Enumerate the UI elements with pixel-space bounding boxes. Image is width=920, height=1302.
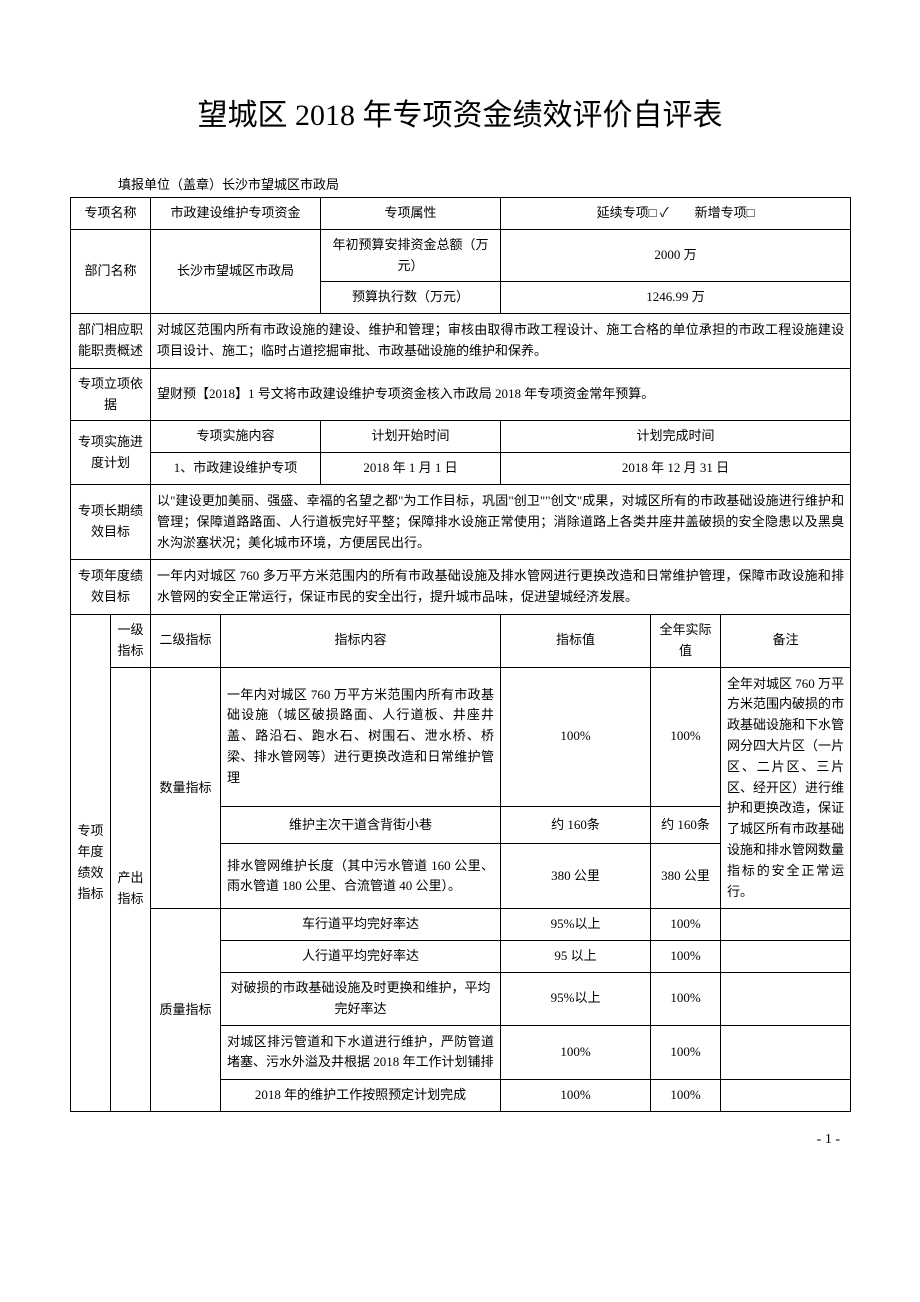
basis-value: 望财预【2018】1 号文将市政建设维护专项资金核入市政局 2018 年专项资金… — [151, 368, 851, 421]
qty-remark: 全年对城区 760 万平方米范围内破损的市政基础设施和下水管网分四大片区（一片区… — [721, 667, 851, 909]
plan-label: 专项实施进度计划 — [71, 421, 151, 485]
content-label: 指标内容 — [221, 614, 501, 667]
qty-row-target: 380 公里 — [501, 844, 651, 909]
quality-row-content: 车行道平均完好率达 — [221, 909, 501, 941]
remark-label: 备注 — [721, 614, 851, 667]
duty-value: 对城区范围内所有市政设施的建设、维护和管理；审核由取得市政工程设计、施工合格的单… — [151, 314, 851, 369]
project-name-label: 专项名称 — [71, 198, 151, 230]
target-label: 指标值 — [501, 614, 651, 667]
duty-label: 部门相应职能职责概述 — [71, 314, 151, 369]
quality-row-target: 95%以上 — [501, 972, 651, 1025]
indicator-main-label: 专项年度绩效指标 — [71, 614, 111, 1111]
quality-row-remark — [721, 972, 851, 1025]
basis-label: 专项立项依据 — [71, 368, 151, 421]
actual-label: 全年实际值 — [651, 614, 721, 667]
qty-row-content: 排水管网维护长度（其中污水管道 160 公里、雨水管道 180 公里、合流管道 … — [221, 844, 501, 909]
qty-label: 数量指标 — [151, 667, 221, 909]
qty-row-actual: 约 160条 — [651, 806, 721, 844]
evaluation-table: 专项名称 市政建设维护专项资金 专项属性 延续专项□ ✓ 新增专项□ 部门名称 … — [70, 197, 851, 1112]
quality-row-content: 对破损的市政基础设施及时更换和维护，平均完好率达 — [221, 972, 501, 1025]
quality-label: 质量指标 — [151, 909, 221, 1112]
qty-row-target: 100% — [501, 667, 651, 806]
qty-row-actual: 100% — [651, 667, 721, 806]
quality-row-target: 95%以上 — [501, 909, 651, 941]
level1-label: 一级指标 — [111, 614, 151, 667]
quality-row-remark — [721, 1025, 851, 1080]
plan-r1c2: 2018 年 1 月 1 日 — [321, 453, 501, 485]
quality-row-content: 2018 年的维护工作按照预定计划完成 — [221, 1080, 501, 1112]
project-name-value: 市政建设维护专项资金 — [151, 198, 321, 230]
plan-col3: 计划完成时间 — [501, 421, 851, 453]
plan-r1c3: 2018 年 12 月 31 日 — [501, 453, 851, 485]
quality-row-content: 人行道平均完好率达 — [221, 941, 501, 973]
qty-row-content: 维护主次干道含背街小巷 — [221, 806, 501, 844]
quality-row-actual: 100% — [651, 1080, 721, 1112]
quality-row-remark — [721, 909, 851, 941]
project-attr-label: 专项属性 — [321, 198, 501, 230]
annual-label: 专项年度绩效目标 — [71, 560, 151, 615]
qty-row-target: 约 160条 — [501, 806, 651, 844]
plan-col2: 计划开始时间 — [321, 421, 501, 453]
level2-label: 二级指标 — [151, 614, 221, 667]
quality-row-remark — [721, 941, 851, 973]
quality-row-remark — [721, 1080, 851, 1112]
annual-value: 一年内对城区 760 多万平方米范围内的所有市政基础设施及排水管网进行更换改造和… — [151, 560, 851, 615]
reporter-line: 填报单位（盖章）长沙市望城区市政局 — [118, 174, 850, 193]
quality-row-actual: 100% — [651, 909, 721, 941]
dept-name-value: 长沙市望城区市政局 — [151, 229, 321, 313]
page-title: 望城区 2018 年专项资金绩效评价自评表 — [70, 90, 850, 134]
budget-value: 2000 万 — [501, 229, 851, 282]
page-number: - 1 - — [70, 1132, 850, 1148]
quality-row-target: 95 以上 — [501, 941, 651, 973]
longterm-value: 以"建设更加美丽、强盛、幸福的名望之都"为工作目标，巩固"创卫""创文"成果，对… — [151, 484, 851, 559]
qty-row-actual: 380 公里 — [651, 844, 721, 909]
plan-col1: 专项实施内容 — [151, 421, 321, 453]
quality-row-target: 100% — [501, 1025, 651, 1080]
exec-label: 预算执行数（万元） — [321, 282, 501, 314]
qty-row-content: 一年内对城区 760 万平方米范围内所有市政基础设施（城区破损路面、人行道板、井… — [221, 667, 501, 806]
quality-row-content: 对城区排污管道和下水道进行维护，严防管道堵塞、污水外溢及井根据 2018 年工作… — [221, 1025, 501, 1080]
exec-value: 1246.99 万 — [501, 282, 851, 314]
budget-label: 年初预算安排资金总额（万元） — [321, 229, 501, 282]
project-attr-value: 延续专项□ ✓ 新增专项□ — [501, 198, 851, 230]
output-label: 产出指标 — [111, 667, 151, 1111]
quality-row-actual: 100% — [651, 972, 721, 1025]
plan-r1c1: 1、市政建设维护专项 — [151, 453, 321, 485]
longterm-label: 专项长期绩效目标 — [71, 484, 151, 559]
quality-row-target: 100% — [501, 1080, 651, 1112]
quality-row-actual: 100% — [651, 941, 721, 973]
dept-name-label: 部门名称 — [71, 229, 151, 313]
quality-row-actual: 100% — [651, 1025, 721, 1080]
